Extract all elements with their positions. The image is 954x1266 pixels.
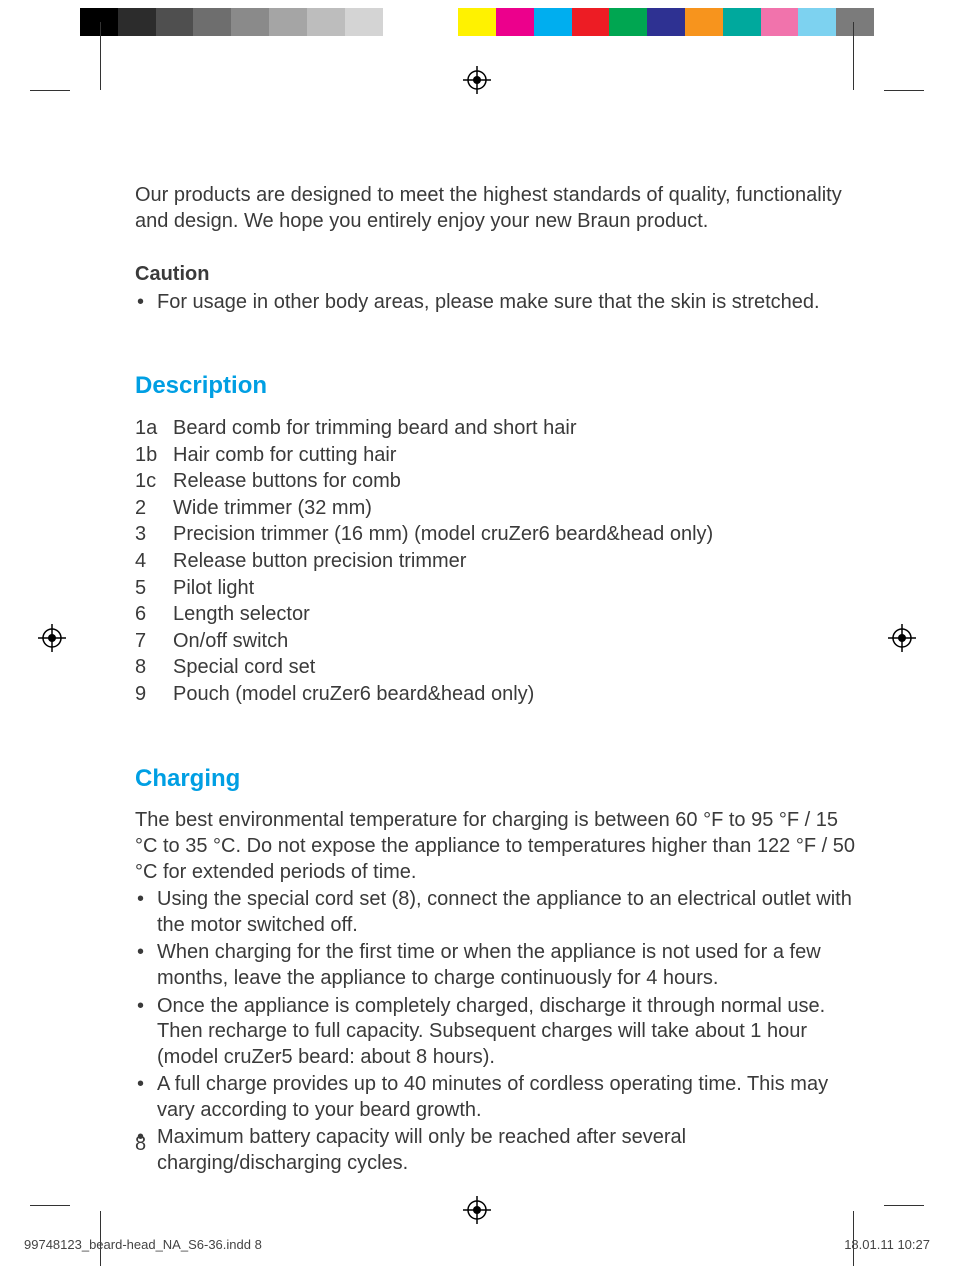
- color-swatch: [836, 8, 874, 36]
- list-item: 3Precision trimmer (16 mm) (model cruZer…: [135, 522, 855, 548]
- crop-mark: [100, 22, 101, 90]
- color-swatch: [118, 8, 156, 36]
- list-item: When charging for the first time or when…: [135, 940, 855, 991]
- item-value: Special cord set: [173, 655, 315, 681]
- list-item: 8Special cord set: [135, 655, 855, 681]
- color-swatch: [383, 8, 421, 36]
- item-value: Precision trimmer (16 mm) (model cruZer6…: [173, 522, 713, 548]
- item-value: Pilot light: [173, 576, 254, 602]
- crop-mark: [884, 90, 924, 91]
- item-key: 1b: [135, 443, 173, 469]
- list-item: Once the appliance is completely charged…: [135, 994, 855, 1071]
- item-key: 1a: [135, 416, 173, 442]
- list-item: 1bHair comb for cutting hair: [135, 443, 855, 469]
- description-heading: Description: [135, 371, 855, 402]
- item-key: 8: [135, 655, 173, 681]
- color-swatch: [345, 8, 383, 36]
- color-swatch: [307, 8, 345, 36]
- item-key: 1c: [135, 469, 173, 495]
- charging-intro: The best environmental temperature for c…: [135, 808, 855, 885]
- item-value: Wide trimmer (32 mm): [173, 496, 372, 522]
- item-value: Release button precision trimmer: [173, 549, 466, 575]
- color-swatch: [156, 8, 194, 36]
- registration-mark-icon: [463, 1196, 491, 1224]
- color-swatch: [193, 8, 231, 36]
- color-swatch: [269, 8, 307, 36]
- item-key: 4: [135, 549, 173, 575]
- color-calibration-bar: [80, 8, 874, 36]
- charging-heading: Charging: [135, 764, 855, 795]
- color-swatch: [572, 8, 610, 36]
- color-swatch: [231, 8, 269, 36]
- item-key: 3: [135, 522, 173, 548]
- color-swatch: [609, 8, 647, 36]
- list-item: 1aBeard comb for trimming beard and shor…: [135, 416, 855, 442]
- list-item: 1cRelease buttons for comb: [135, 469, 855, 495]
- crop-mark: [30, 1205, 70, 1206]
- page-content: Our products are designed to meet the hi…: [135, 183, 855, 1179]
- color-swatch: [534, 8, 572, 36]
- item-key: 9: [135, 682, 173, 708]
- item-value: Beard comb for trimming beard and short …: [173, 416, 577, 442]
- list-item: A full charge provides up to 40 minutes …: [135, 1072, 855, 1123]
- registration-mark-icon: [463, 66, 491, 94]
- list-item: 9Pouch (model cruZer6 beard&head only): [135, 682, 855, 708]
- color-swatch: [685, 8, 723, 36]
- description-list: 1aBeard comb for trimming beard and shor…: [135, 416, 855, 708]
- item-value: Length selector: [173, 602, 310, 628]
- charging-list: Using the special cord set (8), connect …: [135, 887, 855, 1177]
- item-key: 2: [135, 496, 173, 522]
- color-swatch: [798, 8, 836, 36]
- color-swatch: [80, 8, 118, 36]
- crop-mark: [853, 22, 854, 90]
- caution-heading: Caution: [135, 262, 855, 288]
- caution-list: For usage in other body areas, please ma…: [135, 290, 855, 316]
- list-item: 7On/off switch: [135, 629, 855, 655]
- footer-timestamp: 18.01.11 10:27: [844, 1237, 930, 1252]
- color-swatch: [761, 8, 799, 36]
- list-item: Maximum battery capacity will only be re…: [135, 1125, 855, 1176]
- footer-filename: 99748123_beard-head_NA_S6-36.indd 8: [24, 1237, 262, 1252]
- item-key: 6: [135, 602, 173, 628]
- registration-mark-icon: [888, 624, 916, 652]
- page-number: 8: [135, 1133, 146, 1156]
- color-swatch: [723, 8, 761, 36]
- item-value: On/off switch: [173, 629, 288, 655]
- crop-mark: [884, 1205, 924, 1206]
- color-swatch: [647, 8, 685, 36]
- color-swatch: [496, 8, 534, 36]
- color-swatch: [458, 8, 496, 36]
- list-item: For usage in other body areas, please ma…: [135, 290, 855, 316]
- list-item: 2Wide trimmer (32 mm): [135, 496, 855, 522]
- item-value: Release buttons for comb: [173, 469, 401, 495]
- item-key: 7: [135, 629, 173, 655]
- list-item: 5Pilot light: [135, 576, 855, 602]
- item-value: Hair comb for cutting hair: [173, 443, 396, 469]
- crop-mark: [30, 90, 70, 91]
- list-item: 6Length selector: [135, 602, 855, 628]
- color-swatch: [420, 8, 458, 36]
- item-key: 5: [135, 576, 173, 602]
- list-item: Using the special cord set (8), connect …: [135, 887, 855, 938]
- item-value: Pouch (model cruZer6 beard&head only): [173, 682, 534, 708]
- registration-mark-icon: [38, 624, 66, 652]
- intro-paragraph: Our products are designed to meet the hi…: [135, 183, 855, 234]
- list-item: 4Release button precision trimmer: [135, 549, 855, 575]
